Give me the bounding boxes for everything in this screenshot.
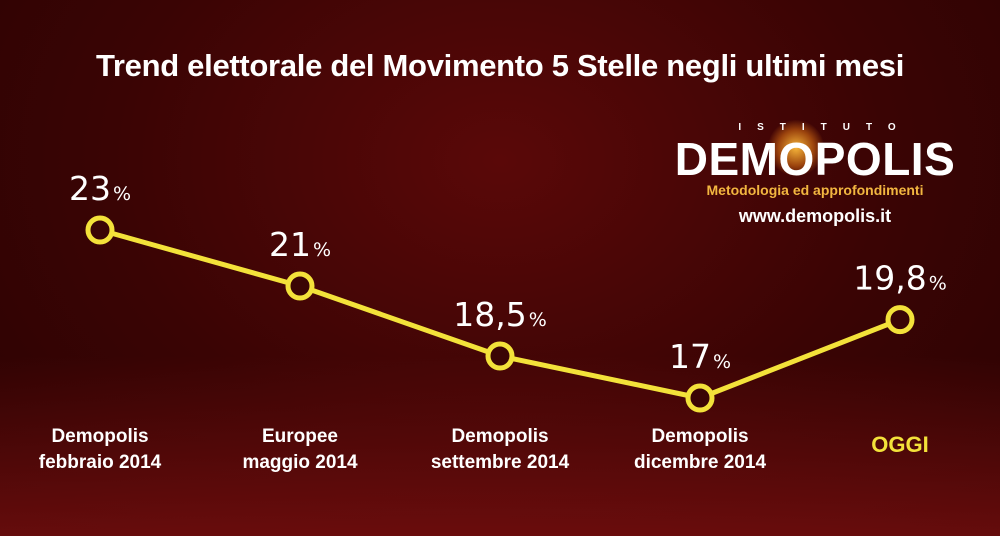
x-tick-label: Demopolis febbraio 2014 (0, 424, 210, 476)
x-tick-label: Europee maggio 2014 (190, 424, 410, 476)
x-tick-label: OGGI (790, 432, 1000, 458)
x-tick-label-line: Demopolis (651, 426, 749, 447)
data-value-label: 23% (69, 169, 131, 208)
data-value-label: 17% (669, 337, 731, 376)
data-value-label: 19,8% (853, 259, 947, 298)
x-tick-label-line: Europee (261, 426, 339, 447)
logo-wordmark: DEMOPOLIS (674, 133, 956, 185)
x-tick-label-line: dicembre 2014 (633, 452, 767, 473)
x-tick-label-line: Demopolis (451, 426, 549, 447)
x-tick-label: Demopolis dicembre 2014 (590, 424, 810, 476)
chart-title: Trend elettorale del Movimento 5 Stelle … (95, 48, 905, 83)
data-value-label: 21% (269, 225, 331, 264)
data-point-marker (485, 341, 515, 371)
data-point-marker (685, 383, 715, 413)
logo-url: www.demopolis.it (738, 206, 892, 226)
logo-sun-icon (768, 120, 824, 176)
demopolis-logo: ISTITUTO DEMOPOLIS Metodologia ed approf… (655, 118, 975, 233)
x-tick-label: Demopolis settembre 2014 (390, 424, 610, 476)
logo-istituto-text: ISTITUTO (738, 122, 912, 133)
data-value-label: 18,5% (453, 295, 547, 334)
x-tick-label-line: Demopolis (51, 426, 149, 447)
x-tick-label-line: febbraio 2014 (38, 452, 162, 473)
data-point-marker (285, 271, 315, 301)
x-tick-label-line: settembre 2014 (430, 452, 570, 473)
logo-tagline: Metodologia ed approfondimenti (706, 182, 924, 198)
x-tick-label-line: OGGI (871, 432, 929, 457)
x-tick-label-line: maggio 2014 (242, 452, 358, 473)
data-point-marker (85, 215, 115, 245)
data-point-marker (885, 305, 915, 335)
